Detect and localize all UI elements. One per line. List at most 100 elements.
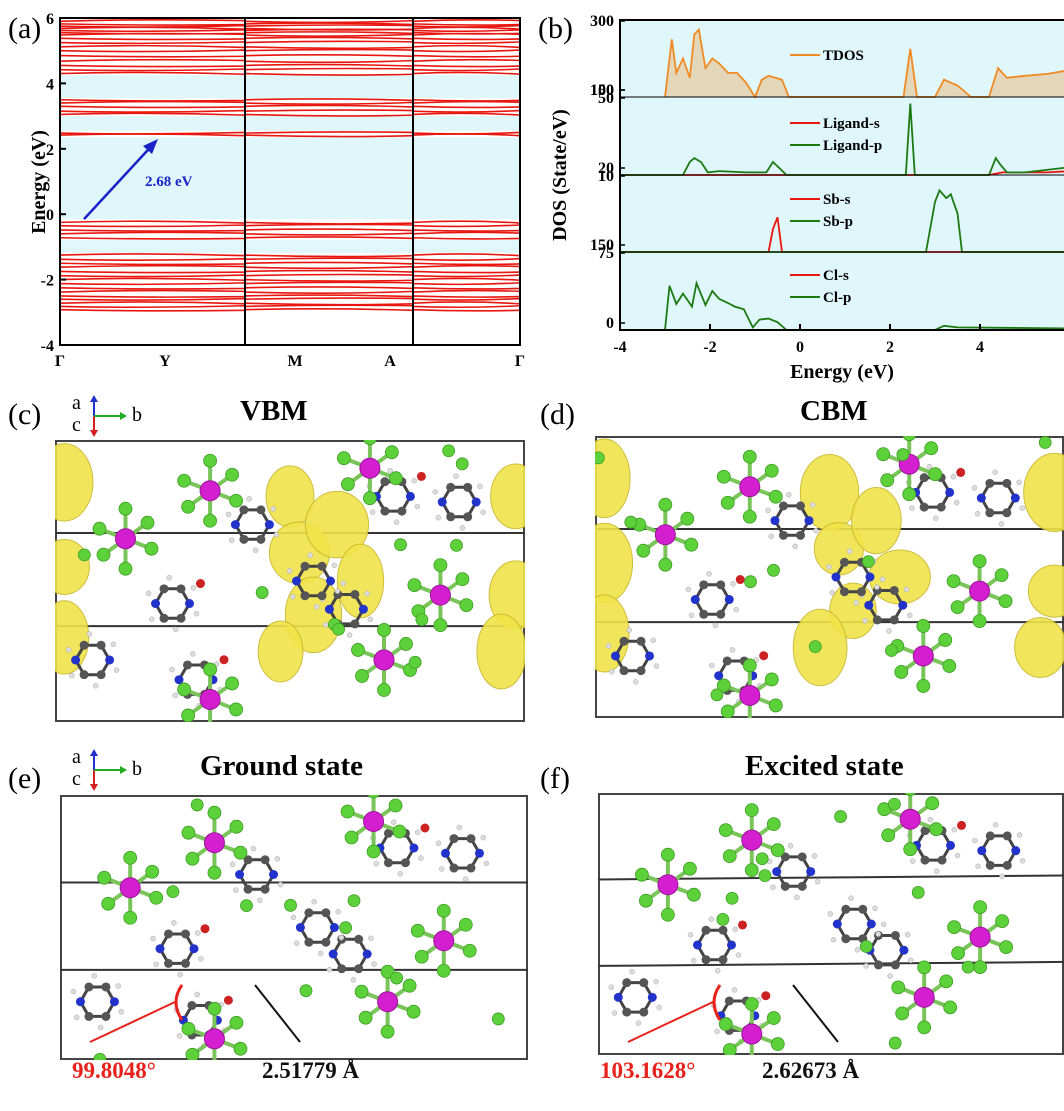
h-atom-1-3: [225, 511, 232, 518]
free-cl-0: [767, 563, 780, 577]
cl-atom-1-3: [233, 845, 248, 860]
h-atom-4-0: [480, 509, 486, 515]
ring-atom-0-0: [724, 595, 734, 605]
cl-atom-0-1: [661, 907, 675, 922]
band-line-28: [59, 253, 521, 258]
ring-atom-0-4: [159, 584, 169, 594]
cl-atom-4-1: [917, 1020, 932, 1035]
dos-xlabel: Energy (eV): [790, 361, 894, 383]
sb-atom-0: [115, 528, 136, 550]
cl-atom-5-3: [233, 1041, 248, 1056]
dos-line-sb-p: [620, 188, 1064, 253]
ring-atom-4-2: [449, 863, 459, 873]
band-line-33: [59, 273, 521, 278]
ring-atom-0-0: [189, 944, 199, 954]
ring-atom-4-1: [1002, 860, 1012, 870]
band-line-7: [59, 40, 521, 45]
ring-atom-4-0: [1010, 493, 1020, 503]
cl-atom-3-3: [998, 594, 1013, 609]
ring-atom-1-0: [269, 870, 279, 879]
unit-cell-frame: [60, 795, 528, 1060]
o-atom-6: [416, 471, 426, 481]
h-atom-7-0: [875, 931, 881, 937]
h-atom-3-2: [714, 1028, 720, 1035]
cl-atom-4-3: [943, 1000, 958, 1015]
ring-atom-7-2: [839, 587, 849, 597]
free-cl-9: [332, 622, 345, 636]
isosurface-2: [595, 594, 630, 673]
ring-atom-7-0: [329, 923, 339, 932]
dos-ytick-0-0: 300: [590, 13, 614, 30]
ring-atom-4-1: [463, 512, 473, 522]
h-atom-6-1: [393, 519, 400, 525]
h-atom-2-0: [367, 616, 374, 623]
h-atom-5-3: [65, 647, 72, 653]
h-atom-1-2: [770, 884, 776, 891]
cl-atom-3-2: [407, 578, 422, 593]
isosurface-9: [476, 613, 525, 690]
h-atom-5-0: [118, 1009, 125, 1015]
ring-atom-5-4: [84, 982, 94, 992]
o-atom-3: [219, 655, 229, 665]
cl-atom-3-4: [950, 600, 965, 615]
free-cl-5: [347, 894, 361, 908]
h-atom-4-1: [999, 873, 1005, 880]
h-atom-5-2: [609, 668, 615, 675]
gap-shade-0: [60, 75, 520, 99]
dos-xtick-0: -4: [613, 339, 626, 356]
free-cl-3: [725, 891, 739, 905]
h-atom-1-4: [246, 496, 252, 502]
ring-atom-1-3: [230, 520, 240, 530]
ytick-label-2: 2: [46, 142, 54, 159]
ring-atom-1-1: [795, 530, 805, 540]
h-atom-0-5: [190, 585, 196, 591]
cl-atom-5-3: [229, 702, 244, 717]
h-atom-1-1: [257, 897, 263, 904]
band-line-1: [59, 67, 521, 72]
ring-atom-1-0: [264, 520, 274, 530]
h-atom-6-4: [927, 816, 934, 823]
band-line-15: [59, 18, 521, 24]
ytick-label-1: 4: [46, 76, 54, 93]
ring-atom-2-1: [350, 619, 360, 629]
ring-atom-7-3: [831, 572, 841, 582]
h-atom-6-5: [414, 829, 421, 836]
h-atom-4-1: [459, 525, 466, 531]
h-atom-5-4: [626, 627, 633, 633]
ring-atom-4-4: [449, 834, 459, 844]
free-cl-4: [887, 797, 901, 811]
h-atom-0-0: [733, 606, 739, 613]
free-cl-5: [455, 457, 469, 471]
ring-atom-4-4: [446, 482, 456, 492]
h-atom-2-1: [350, 977, 357, 983]
ring-atom-1-4: [239, 505, 249, 515]
kpath-label-0: Γ: [55, 353, 65, 370]
sb-atom-1: [203, 832, 225, 854]
ring-atom-7-1: [856, 587, 866, 597]
cl-atom-0-0: [661, 847, 675, 862]
h-atom-0-1: [714, 968, 721, 974]
h-atom-5-3: [605, 643, 612, 649]
h-atom-7-3: [286, 568, 293, 574]
h-atom-0-0: [198, 956, 204, 962]
h-atom-7-5: [331, 562, 337, 569]
free-cl-4: [390, 971, 403, 985]
ring-atom-4-4: [985, 478, 995, 488]
h-atom-0-1: [177, 971, 183, 978]
cl-atom-3-5: [458, 917, 473, 932]
cl-atom-4-1: [916, 679, 931, 693]
ring-atom-1-5: [797, 852, 807, 862]
free-cl-2: [394, 538, 407, 552]
h-atom-1-0: [277, 881, 284, 888]
h-atom-6-2: [910, 858, 916, 864]
h-atom-4-0: [483, 860, 490, 867]
h-atom-2-2: [863, 963, 869, 969]
free-cl-0: [255, 586, 269, 599]
measure-markers-ground: [89, 984, 301, 1043]
ring-atom-0-5: [716, 580, 726, 590]
sb-atom-3: [969, 926, 991, 948]
cl-atom-5-2: [718, 1017, 733, 1031]
h-atom-7-4: [848, 895, 854, 901]
cl-atom-4-1: [380, 1024, 395, 1039]
band-line-8: [59, 36, 521, 41]
